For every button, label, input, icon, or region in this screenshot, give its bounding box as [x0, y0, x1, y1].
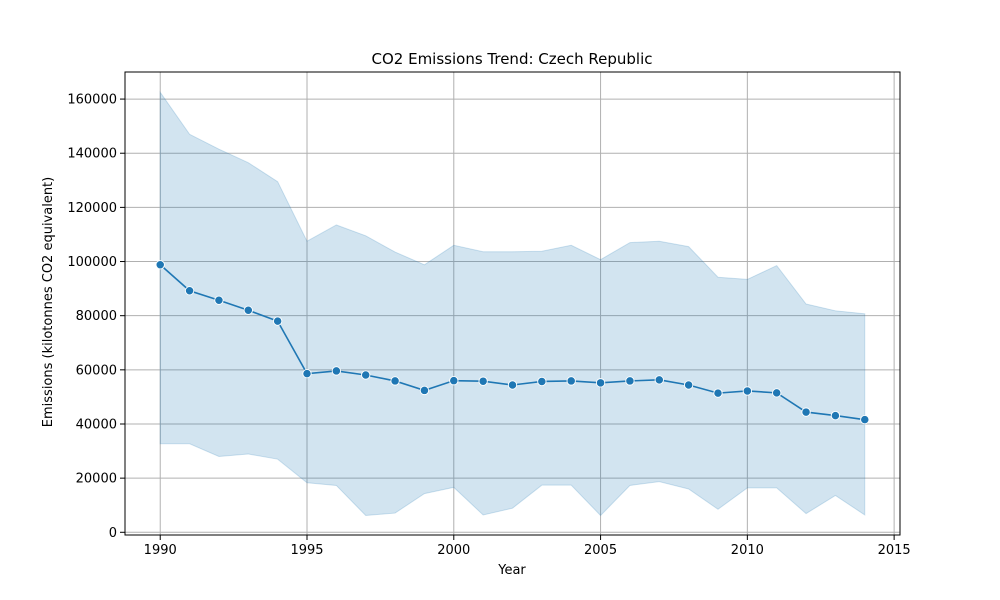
data-point: [537, 376, 547, 387]
x-tick-label: 1990: [144, 543, 177, 558]
data-point: [507, 380, 518, 390]
data-point: [566, 376, 576, 386]
y-tick-label: 120000: [67, 201, 117, 216]
data-point: [772, 388, 782, 398]
data-point: [184, 286, 195, 296]
y-tick-label: 100000: [67, 255, 117, 270]
x-tick-label: 2005: [584, 543, 617, 558]
data-point: [302, 368, 312, 379]
grid: [125, 72, 900, 535]
x-tick-label: 2000: [437, 543, 470, 558]
y-axis-ticks: 0 20000 40000 60000 80000 100000 120000 140000 1…: [67, 93, 125, 541]
data-point: [683, 380, 694, 390]
data-point: [243, 305, 253, 315]
confidence-band: [159, 90, 866, 517]
data-point: [801, 407, 811, 417]
data-point: [331, 366, 342, 376]
y-tick-label: 60000: [76, 363, 117, 378]
data-point: [742, 386, 752, 396]
data-point: [361, 370, 371, 380]
data-point: [273, 316, 283, 326]
plot-area-frame: [124, 71, 901, 536]
x-axis-ticks: 1990 1995 2000 2005 2010 2015: [144, 535, 911, 558]
data-point: [713, 388, 723, 398]
y-tick-label: 140000: [67, 147, 117, 162]
data-point-layer: [155, 260, 870, 425]
y-tick-label: 160000: [67, 93, 117, 108]
data-point: [478, 376, 488, 386]
y-tick-label: 80000: [76, 309, 117, 324]
data-point: [595, 378, 606, 388]
data-point: [419, 385, 430, 396]
data-point: [390, 376, 400, 386]
y-tick-label: 20000: [76, 472, 117, 487]
confidence-band-layer: [159, 90, 866, 517]
y-tick-label: 0: [109, 526, 117, 541]
data-point: [449, 376, 459, 386]
x-axis-label: Year: [497, 563, 526, 578]
data-point: [155, 260, 165, 270]
data-point: [654, 375, 664, 385]
data-point: [830, 410, 841, 421]
data-point: [214, 295, 224, 305]
y-axis-label: Emissions (kilotonnes CO2 equivalent): [41, 177, 56, 427]
x-tick-label: 2010: [731, 543, 764, 558]
data-point: [625, 376, 635, 386]
y-tick-label: 40000: [76, 417, 117, 432]
x-tick-label: 1995: [290, 543, 323, 558]
x-tick-label: 2015: [878, 543, 911, 558]
chart-title: CO2 Emissions Trend: Czech Republic: [372, 50, 653, 68]
data-point: [860, 415, 870, 425]
